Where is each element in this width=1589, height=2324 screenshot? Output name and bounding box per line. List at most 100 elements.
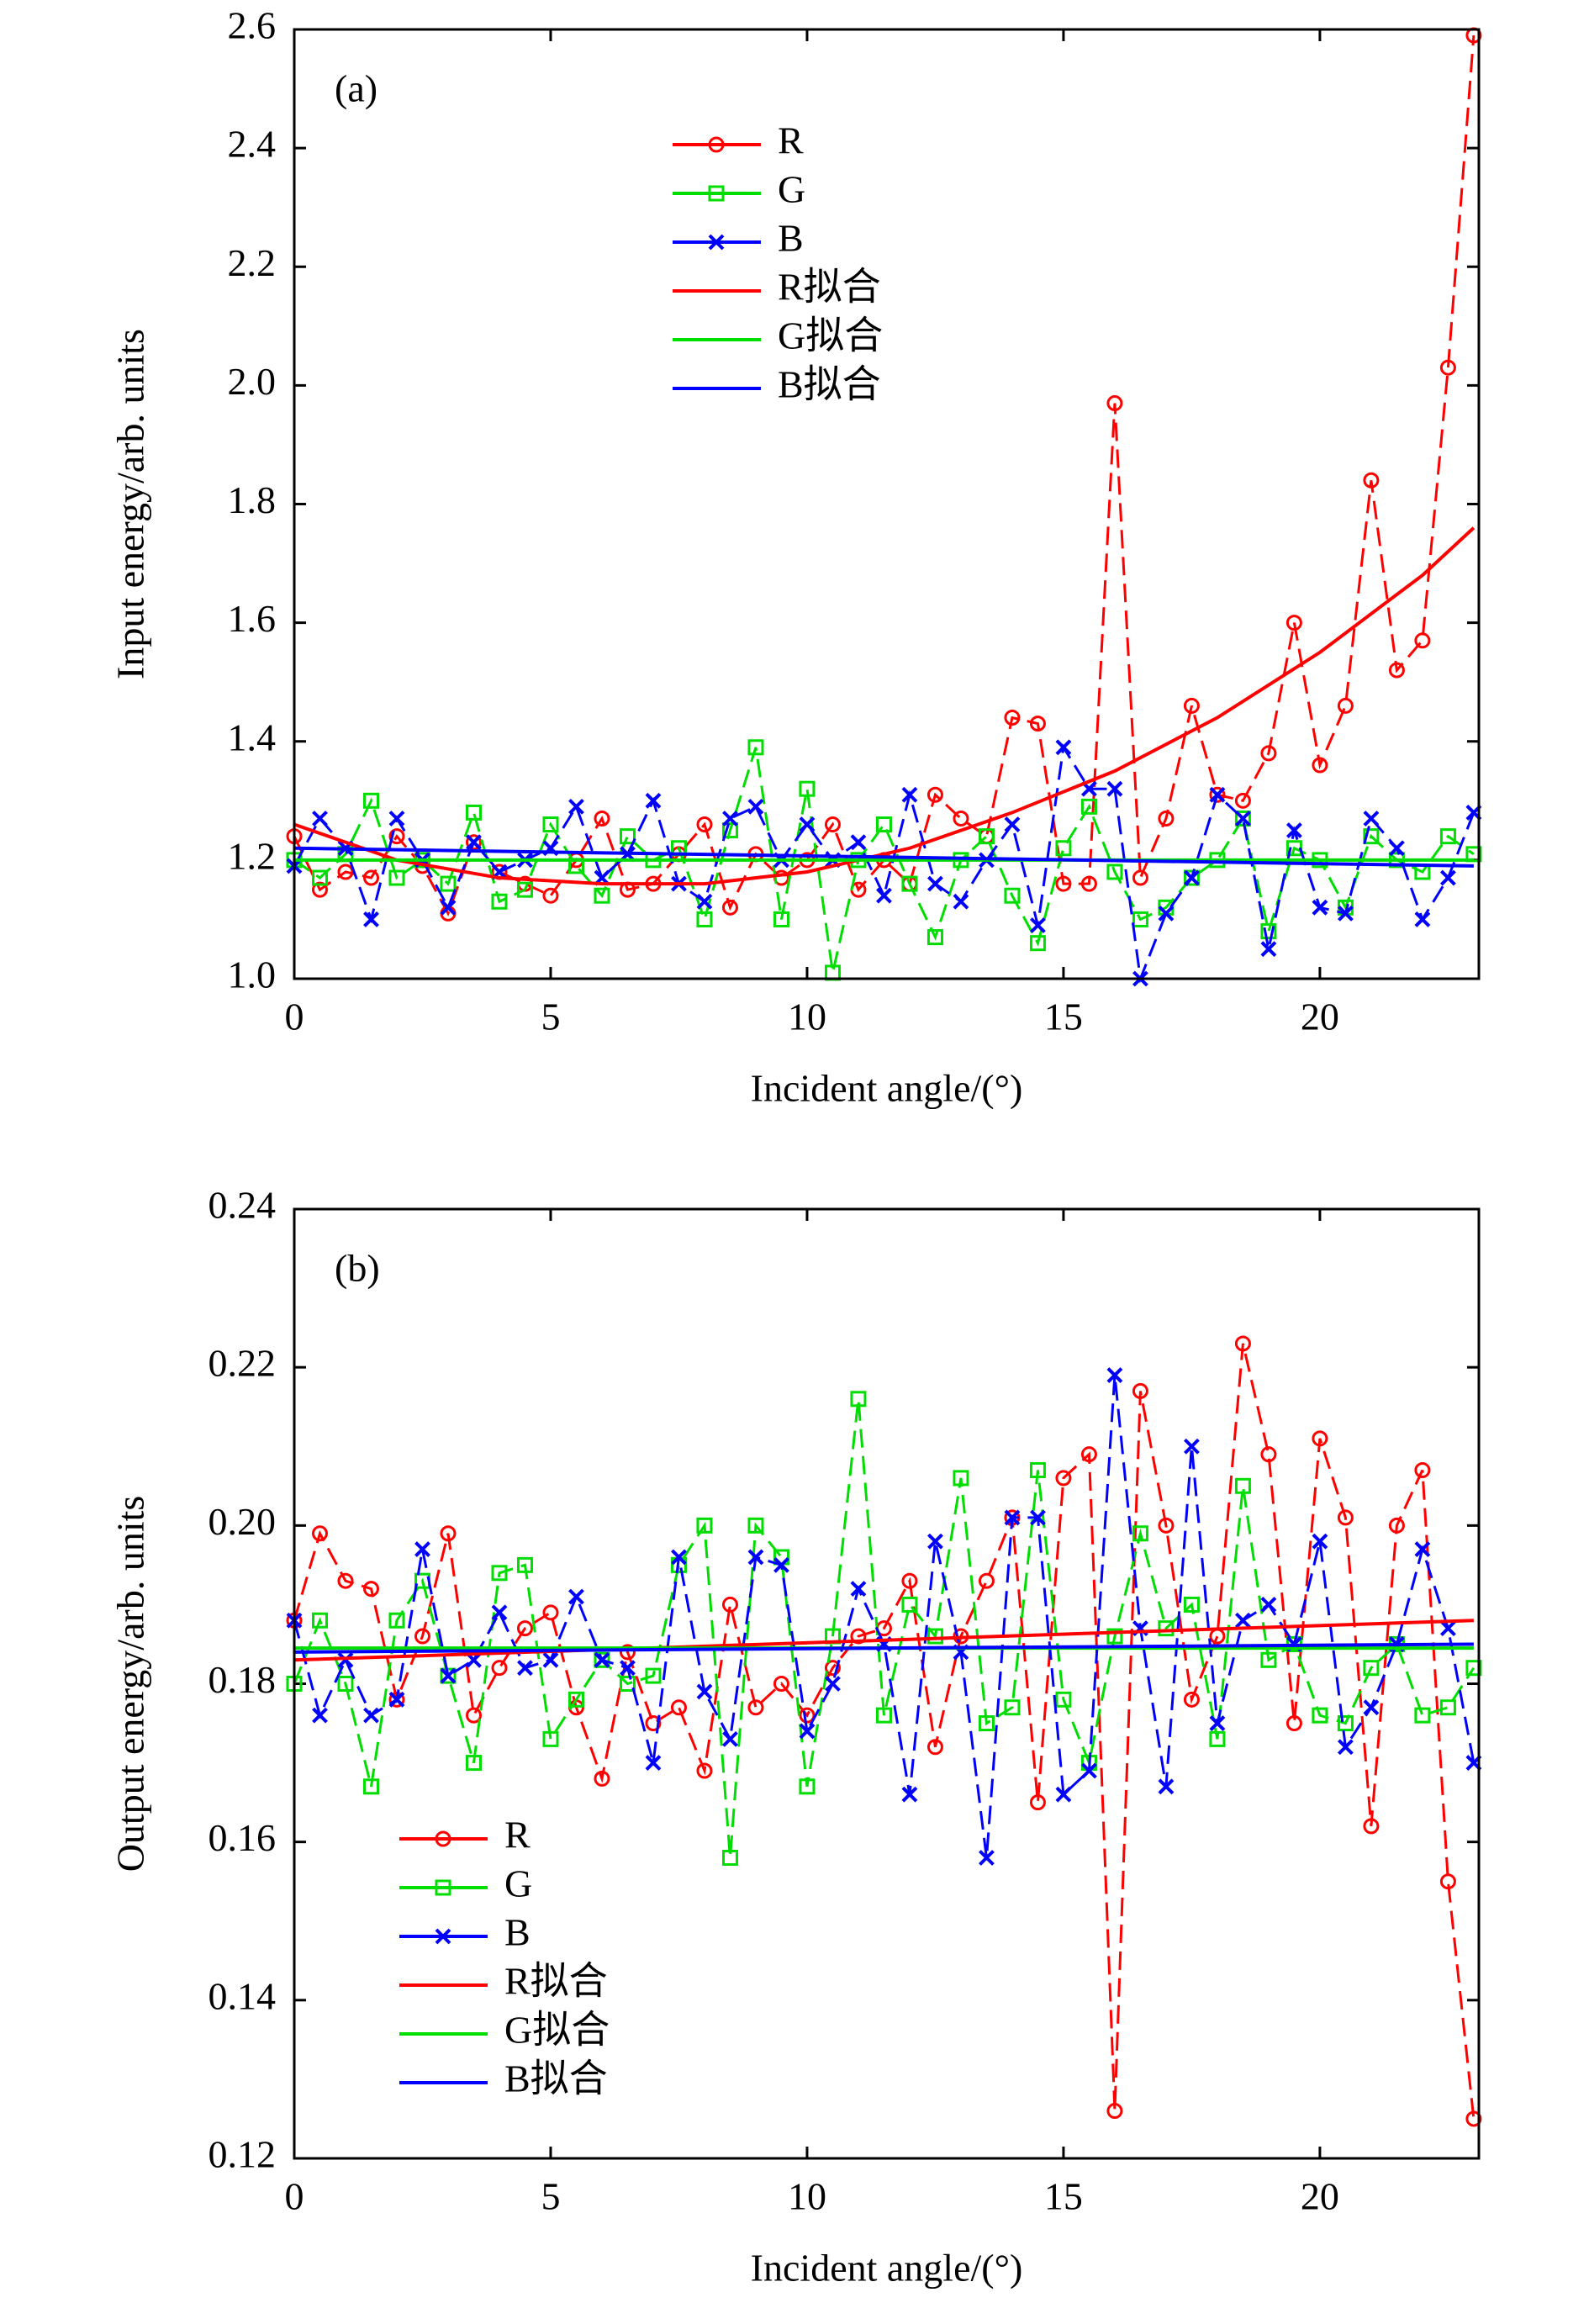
legend-label: B xyxy=(778,217,804,260)
marker xyxy=(1158,1517,1175,1534)
marker xyxy=(1029,1461,1046,1478)
marker xyxy=(875,816,892,833)
data-line xyxy=(293,526,1476,886)
marker xyxy=(465,804,482,821)
marker xyxy=(876,887,892,904)
legend-label: R拟合 xyxy=(778,266,881,309)
marker xyxy=(312,1707,328,1724)
y-tick-label: 2.4 xyxy=(228,123,277,166)
marker xyxy=(850,834,867,851)
series xyxy=(293,526,1476,886)
marker xyxy=(1106,1628,1123,1645)
series xyxy=(293,1619,1474,1662)
series xyxy=(286,1335,1482,2127)
marker xyxy=(1158,810,1175,827)
marker xyxy=(1388,662,1405,679)
marker xyxy=(1004,1509,1021,1526)
marker xyxy=(466,834,482,851)
marker xyxy=(594,1651,610,1668)
y-tick-label: 0.16 xyxy=(209,1816,277,1859)
data-line xyxy=(293,1375,1476,1858)
marker xyxy=(1029,1794,1046,1811)
marker xyxy=(1132,911,1148,927)
marker xyxy=(1439,869,1456,886)
marker xyxy=(1055,739,1072,756)
marker xyxy=(773,911,789,927)
marker xyxy=(440,899,457,916)
marker xyxy=(799,780,816,797)
marker xyxy=(440,875,457,892)
marker xyxy=(465,1755,482,1772)
marker xyxy=(619,1644,636,1661)
marker xyxy=(1030,917,1046,933)
plot-frame xyxy=(293,28,1481,980)
data-line xyxy=(293,1642,1474,1654)
marker xyxy=(491,1604,508,1621)
marker xyxy=(362,1778,379,1795)
legend-label: B xyxy=(504,1911,531,1954)
x-axis-label: Incident angle/(°) xyxy=(751,2247,1023,2290)
marker xyxy=(722,811,738,827)
legend-marker xyxy=(708,234,725,251)
panel-label: (b) xyxy=(335,1247,380,1290)
marker xyxy=(1234,810,1251,827)
marker xyxy=(388,1612,405,1629)
y-tick-label: 0.14 xyxy=(209,1974,277,2017)
marker xyxy=(1004,1699,1021,1716)
legend-label: R拟合 xyxy=(504,1960,608,2003)
legend-label: R xyxy=(778,119,804,162)
marker xyxy=(388,811,405,827)
marker xyxy=(568,1691,584,1708)
marker xyxy=(1414,632,1431,649)
marker xyxy=(1106,395,1123,412)
x-tick-label: 10 xyxy=(788,2175,826,2218)
marker xyxy=(721,822,738,839)
legend-label: B拟合 xyxy=(778,363,881,406)
marker xyxy=(620,1660,636,1677)
marker xyxy=(1439,359,1456,376)
marker xyxy=(1388,840,1405,857)
legend-label: G拟合 xyxy=(778,314,883,357)
marker xyxy=(1285,615,1302,631)
marker xyxy=(1080,798,1097,815)
marker xyxy=(696,1517,713,1534)
legend-label: B拟合 xyxy=(504,2057,608,2100)
marker xyxy=(1337,1715,1354,1732)
marker xyxy=(721,1596,738,1613)
marker xyxy=(388,1691,405,1708)
marker xyxy=(363,911,379,927)
marker xyxy=(1363,828,1380,845)
marker xyxy=(747,1699,764,1716)
marker xyxy=(337,1572,354,1589)
marker xyxy=(747,1549,764,1566)
marker xyxy=(1183,697,1200,714)
x-tick-label: 20 xyxy=(1301,996,1339,1038)
legend-marker xyxy=(435,1830,451,1847)
marker xyxy=(1234,792,1251,809)
marker xyxy=(414,1541,430,1557)
marker xyxy=(1183,869,1200,886)
y-tick-label: 1.6 xyxy=(228,597,277,640)
y-tick-label: 0.20 xyxy=(209,1500,277,1543)
marker xyxy=(1260,923,1277,940)
marker xyxy=(542,1604,559,1621)
marker xyxy=(824,1660,841,1677)
series xyxy=(286,1391,1482,1866)
marker xyxy=(1286,822,1302,839)
marker xyxy=(1055,840,1072,857)
marker xyxy=(721,1849,738,1866)
marker xyxy=(1363,1699,1380,1716)
marker xyxy=(747,739,764,756)
y-tick-label: 1.2 xyxy=(228,834,277,877)
marker xyxy=(1363,472,1380,489)
marker xyxy=(953,893,969,910)
legend-label: G xyxy=(504,1862,532,1905)
marker xyxy=(568,798,584,815)
marker xyxy=(1465,1660,1482,1677)
marker xyxy=(1260,941,1277,958)
marker xyxy=(594,1651,610,1668)
marker xyxy=(799,1723,816,1740)
marker xyxy=(388,869,405,886)
marker xyxy=(311,869,328,886)
marker xyxy=(594,810,610,827)
